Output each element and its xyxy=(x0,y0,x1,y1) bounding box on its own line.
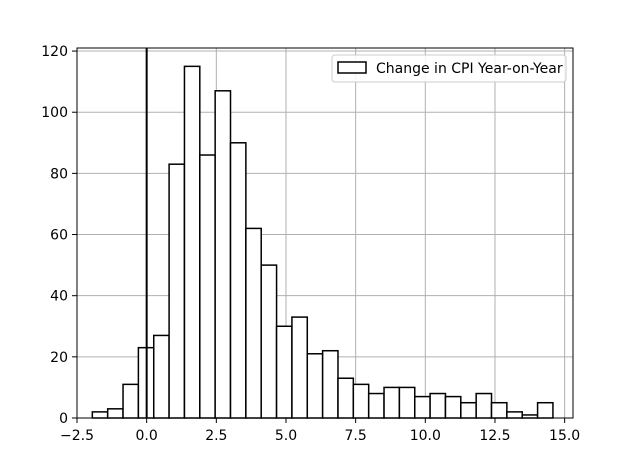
y-tick-label: 20 xyxy=(50,350,68,366)
histogram-bar xyxy=(106,408,124,419)
grid-lines xyxy=(76,48,573,419)
legend-box xyxy=(331,54,567,83)
legend: Change in CPI Year-on-Year xyxy=(331,54,567,83)
histogram-bar xyxy=(444,395,462,419)
y-tick-label: 40 xyxy=(50,289,68,305)
histogram-bar xyxy=(168,163,186,419)
plot-frame xyxy=(76,47,574,419)
histogram-bar xyxy=(490,401,508,419)
x-tick-label: 7.5 xyxy=(345,428,367,444)
legend-label: Change in CPI Year-on-Year xyxy=(376,61,563,77)
histogram-bar xyxy=(321,349,339,419)
x-tick-label: 15.0 xyxy=(549,428,580,444)
y-axis-ticks: 0 20 40 60 80 100 120 xyxy=(41,44,77,427)
y-tick-label: 100 xyxy=(41,105,68,121)
histogram-bar xyxy=(460,401,477,419)
histogram-bar xyxy=(536,401,554,419)
x-tick-label: 2.5 xyxy=(205,428,227,444)
histogram-bar xyxy=(506,411,523,419)
histogram-bar xyxy=(337,377,355,419)
y-tick-label: 0 xyxy=(59,411,68,427)
histogram-bar xyxy=(183,65,201,419)
histogram-bar xyxy=(429,392,447,419)
histogram-bar xyxy=(229,142,247,419)
histogram-bar xyxy=(414,395,431,419)
x-tick-label: 10.0 xyxy=(410,428,441,444)
histogram-bar xyxy=(291,316,309,419)
x-tick-label: 12.5 xyxy=(479,428,510,444)
x-tick-label: 5.0 xyxy=(275,428,297,444)
legend-swatch xyxy=(337,61,367,74)
histogram-bar xyxy=(475,392,493,419)
histogram-bar xyxy=(352,383,370,419)
histogram-bar xyxy=(367,392,385,419)
y-tick-label: 60 xyxy=(50,228,68,244)
x-tick-label: 0.0 xyxy=(136,428,158,444)
y-tick-label: 120 xyxy=(41,44,68,60)
histogram-bar xyxy=(306,353,324,419)
histogram-bar xyxy=(383,386,401,419)
histogram-bar xyxy=(122,383,140,419)
x-tick-label: −2.5 xyxy=(60,428,94,444)
histogram-bar xyxy=(275,325,293,419)
x-axis-ticks: −2.5 0.0 2.5 5.0 7.5 10.0 12.5 15.0 xyxy=(60,418,580,444)
histogram-bar xyxy=(260,264,278,419)
histogram-bar xyxy=(152,334,170,419)
y-tick-label: 80 xyxy=(50,166,68,182)
histogram-bars xyxy=(91,65,554,419)
histogram-bar xyxy=(214,90,232,419)
histogram-bar xyxy=(199,154,216,419)
histogram-bar xyxy=(398,386,416,419)
histogram-bar xyxy=(245,227,262,419)
histogram-bar xyxy=(91,411,109,419)
